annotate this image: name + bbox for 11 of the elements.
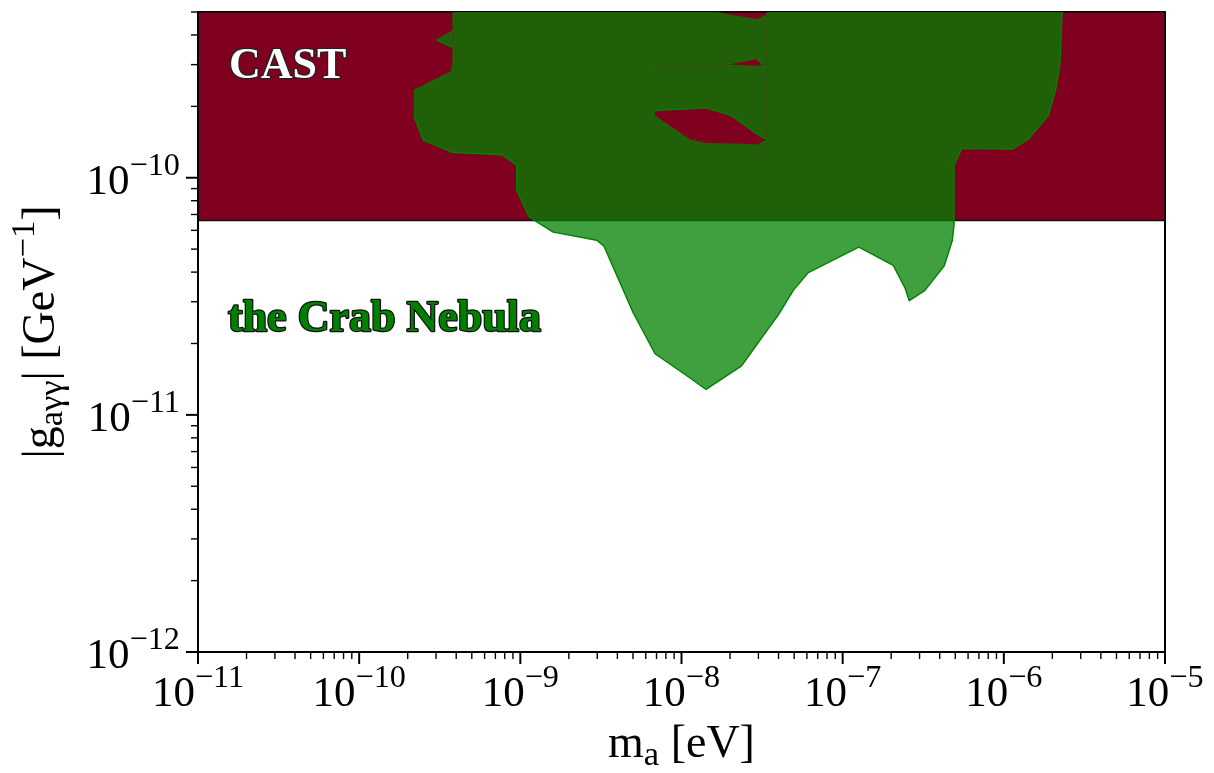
x-tick-label: 10$^{−5}$ [1126,658,1204,715]
x-tick-label: 10$^{−8}$ [642,658,721,715]
x-axis-title: m$_{a}$ [eV] [608,716,755,773]
x-tick-label: 10$^{−6}$ [965,658,1043,715]
series-label: the Crab Nebula [228,292,541,341]
band-label: CAST [229,39,347,88]
y-tick-label: 10$^{−10}$ [86,146,180,203]
y-tick-label: 10$^{−11}$ [87,383,180,440]
x-tick-label: 10$^{−10}$ [312,658,406,715]
x-tick-label: 10$^{−7}$ [804,658,882,715]
x-tick-label: 10$^{−9}$ [481,658,559,715]
